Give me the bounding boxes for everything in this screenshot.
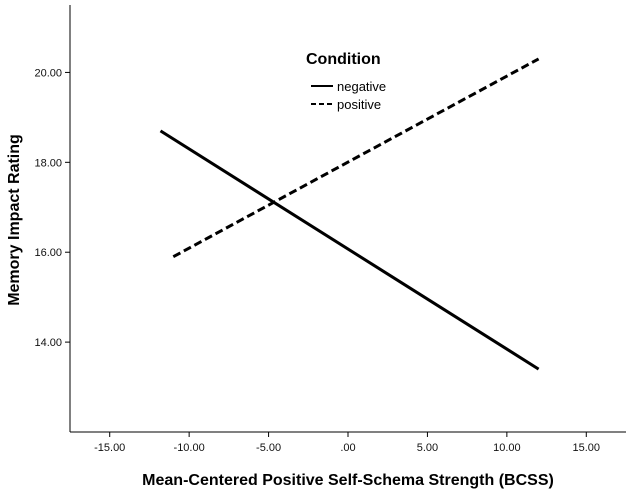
x-tick-label: 5.00: [417, 442, 438, 454]
y-axis-title: Memory Impact Rating: [6, 134, 23, 306]
x-tick-label: 10.00: [493, 442, 521, 454]
y-tick-label: 14.00: [34, 337, 62, 349]
x-axis-title: Mean-Centered Positive Self-Schema Stren…: [142, 472, 554, 489]
x-tick-label: -5.00: [256, 442, 281, 454]
x-ticks: -15.00 -10.00 -5.00 .00 5.00 10.00 15.00: [94, 432, 600, 454]
y-tick-label: 20.00: [34, 67, 62, 79]
y-tick-label: 18.00: [34, 157, 62, 169]
legend-title: Condition: [306, 51, 381, 68]
x-tick-label: -15.00: [94, 442, 125, 454]
series-line-negative: [159, 129, 540, 371]
x-tick-label: 15.00: [573, 442, 601, 454]
legend-label-negative: negative: [337, 79, 386, 94]
legend-label-positive: positive: [337, 97, 381, 112]
series-line-positive: [172, 57, 540, 259]
y-ticks: 14.00 16.00 18.00 20.00: [34, 67, 70, 349]
x-tick-label: -10.00: [174, 442, 205, 454]
series-layer: [159, 57, 540, 371]
axes: [69, 5, 626, 433]
legend: Condition negative positive: [306, 51, 386, 112]
y-tick-label: 16.00: [34, 247, 62, 259]
x-tick-label: .00: [340, 442, 355, 454]
